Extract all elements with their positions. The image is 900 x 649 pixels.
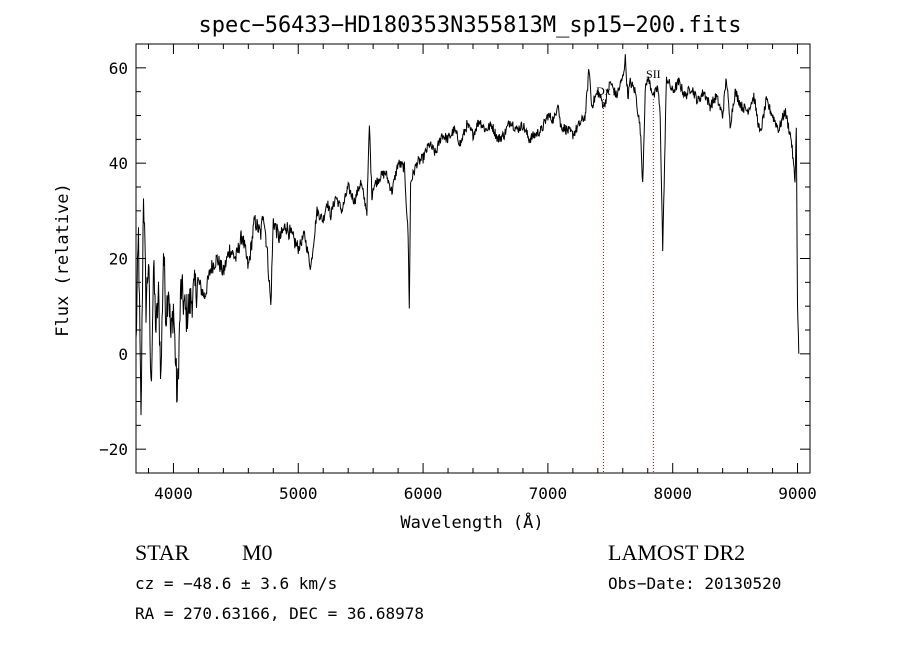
y-axis-ticks: −20 0 20 40 60 [99, 43, 810, 474]
x-tick-label: 4000 [154, 484, 193, 503]
y-tick-label: 60 [109, 59, 128, 78]
x-axis-ticks: 4000 5000 6000 7000 8000 9000 [147, 44, 817, 503]
x-tick-label: 7000 [529, 484, 568, 503]
x-axis-label: Wavelength (Å) [400, 511, 543, 533]
coordinates: RA = 270.63166, DEC = 36.68978 [135, 604, 424, 623]
survey-name: LAMOST DR2 [608, 540, 745, 565]
line-marker-label: SII [646, 67, 661, 81]
x-tick-label: 8000 [653, 484, 692, 503]
spectrum-series-line [136, 54, 800, 416]
y-tick-label: −20 [99, 440, 128, 459]
y-axis-label: Flux (relative) [53, 183, 73, 337]
x-tick-label: 9000 [778, 484, 817, 503]
redshift-info: cz = −48.6 ± 3.6 km/s [135, 574, 337, 593]
y-tick-label: 0 [118, 345, 128, 364]
y-tick-label: 20 [109, 250, 128, 269]
object-class: STAR [135, 540, 190, 565]
x-tick-label: 6000 [404, 484, 443, 503]
x-tick-label: 5000 [279, 484, 318, 503]
y-tick-label: 40 [109, 154, 128, 173]
subclass: M0 [242, 540, 273, 565]
obs-date: Obs−Date: 20130520 [608, 574, 781, 593]
chart-title: spec−56433−HD180353N355813M_sp15−200.fit… [198, 13, 741, 38]
plot-frame [135, 43, 811, 474]
